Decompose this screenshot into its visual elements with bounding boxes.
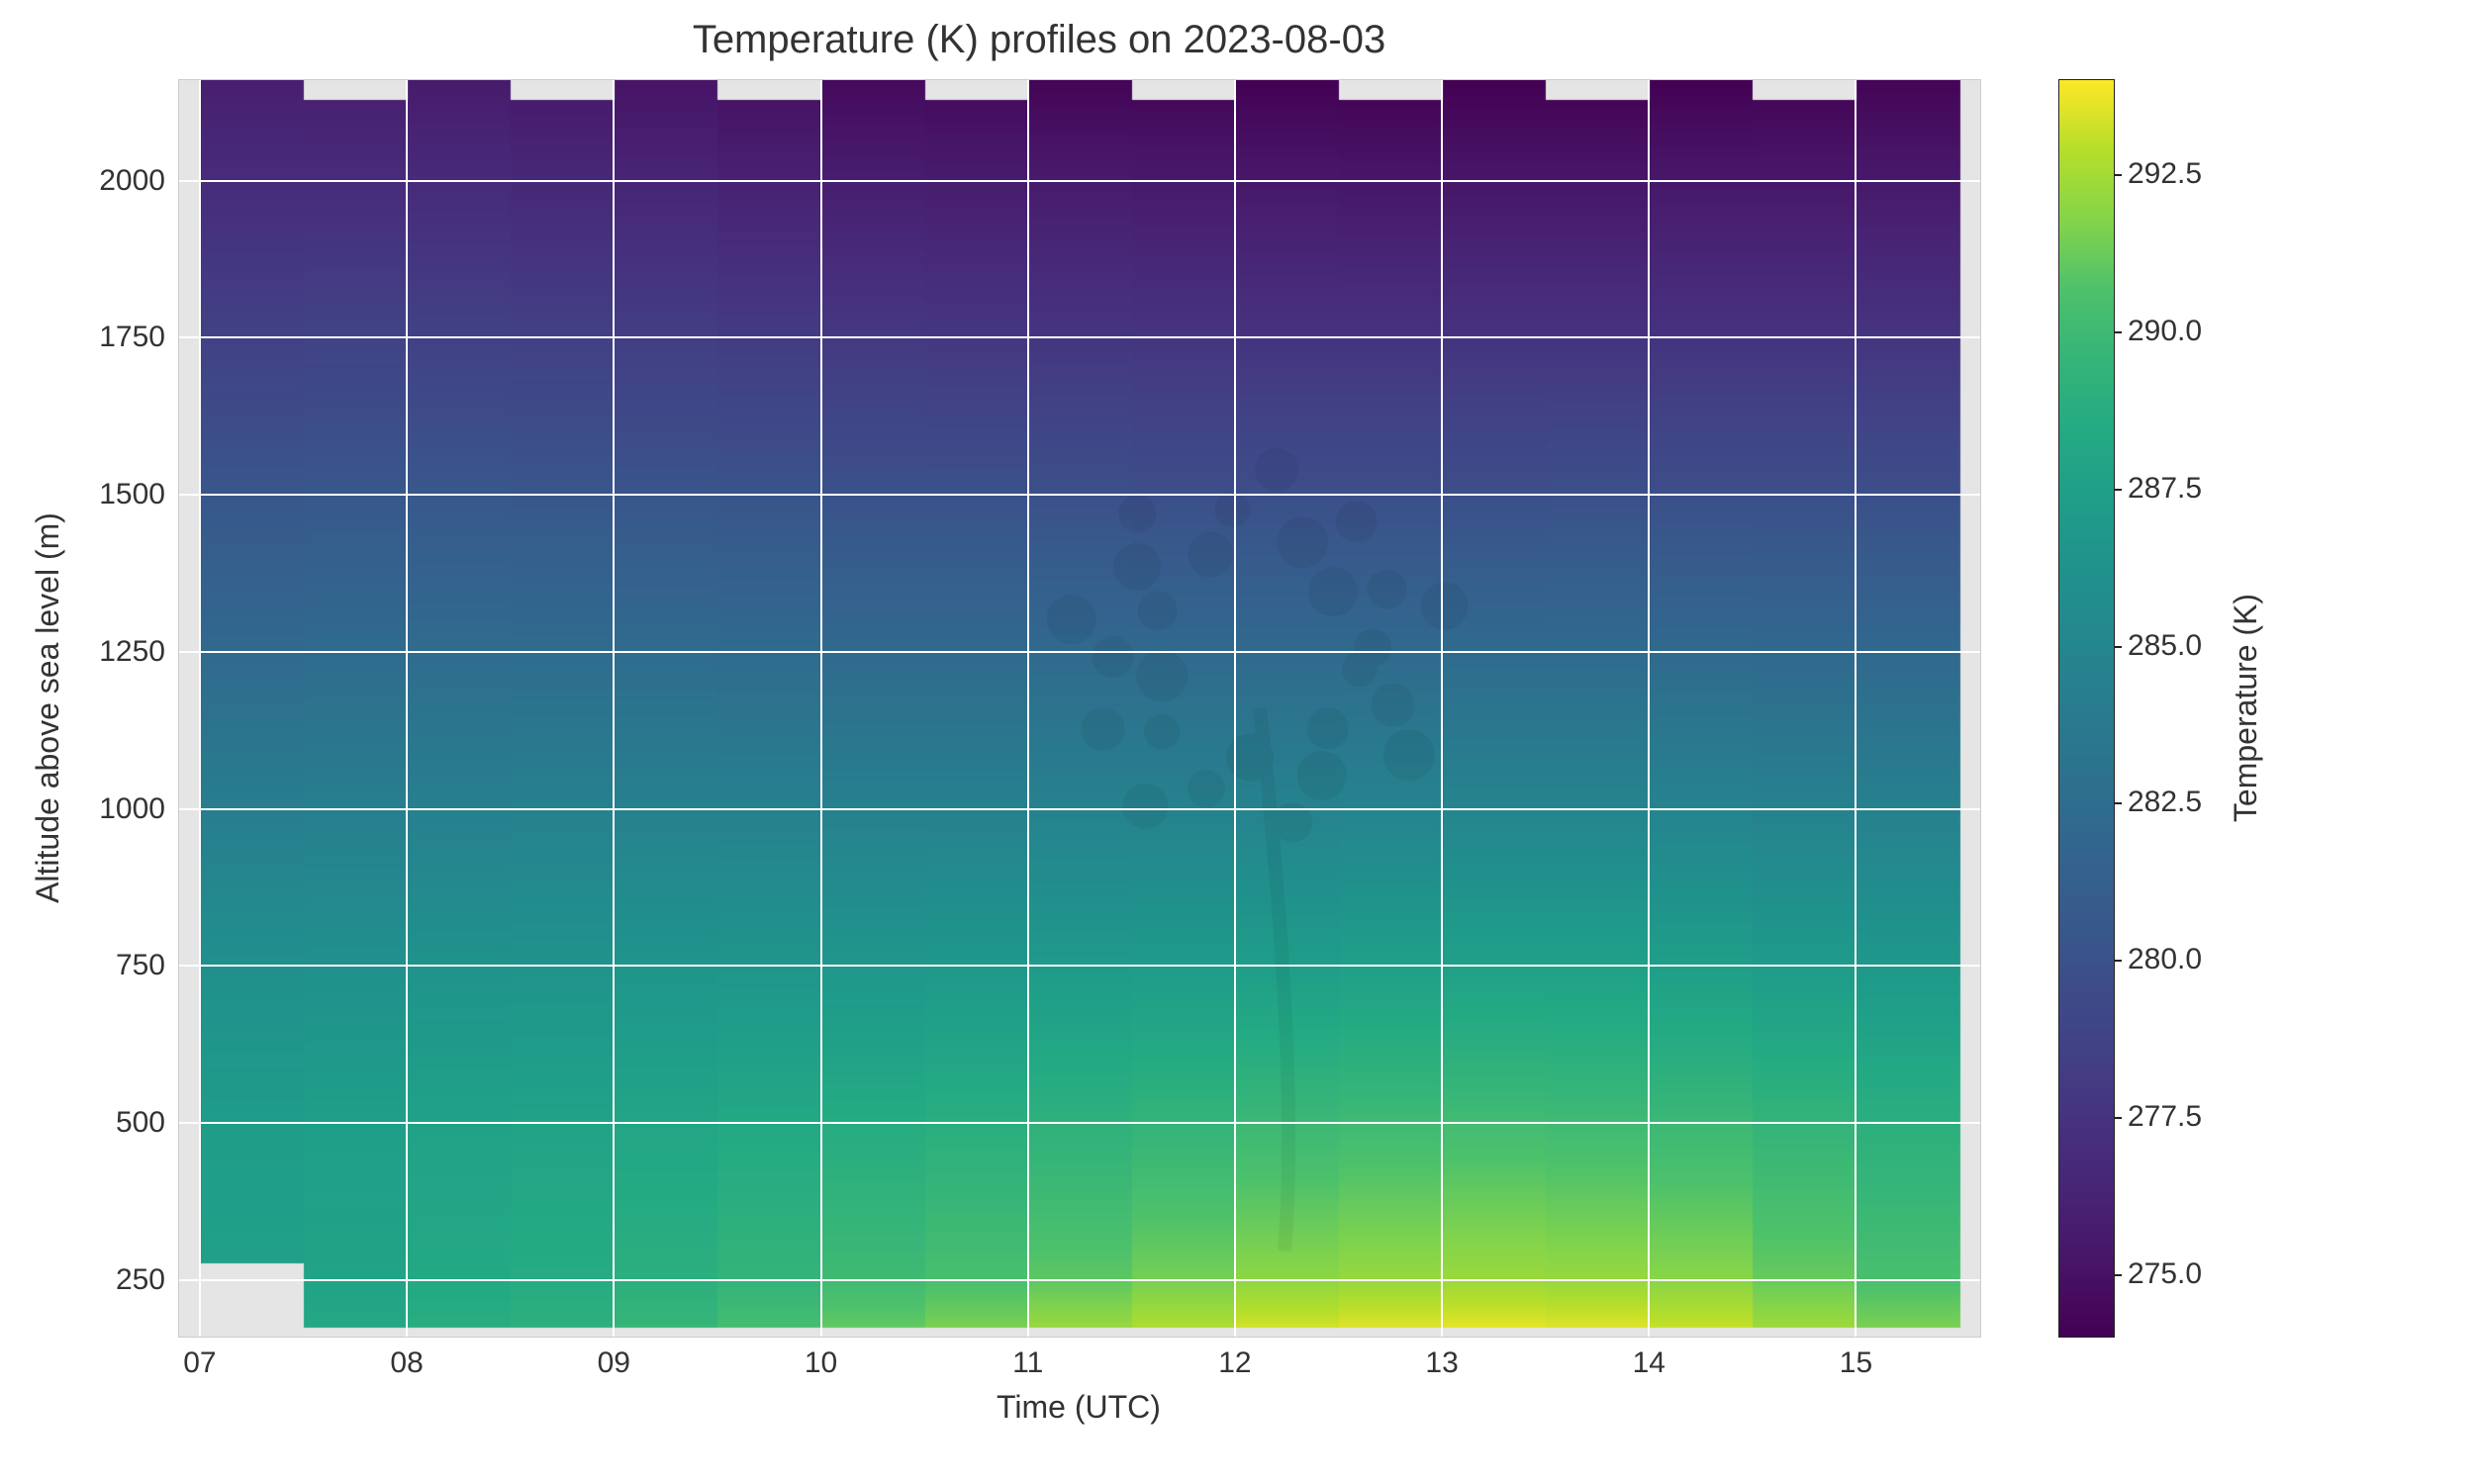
y-tick-label: 500 xyxy=(116,1106,165,1140)
colorbar-tick: 275.0 xyxy=(2114,1257,2202,1291)
gridline-v xyxy=(1234,80,1236,1337)
y-tick-label: 750 xyxy=(116,949,165,982)
x-tick-label: 15 xyxy=(1840,1346,1872,1380)
x-tick-label: 13 xyxy=(1425,1346,1458,1380)
x-tick-label: 08 xyxy=(390,1346,423,1380)
gridline-v xyxy=(1648,80,1650,1337)
gridline-v xyxy=(199,80,201,1337)
colorbar-tick: 292.5 xyxy=(2114,157,2202,191)
gridline-h xyxy=(179,808,1980,810)
figure: Temperature (K) profiles on 2023-08-03 A… xyxy=(0,0,2474,1484)
gridline-v xyxy=(613,80,615,1337)
x-tick-label: 07 xyxy=(183,1346,216,1380)
colorbar-tick: 285.0 xyxy=(2114,629,2202,663)
gridline-v xyxy=(1027,80,1029,1337)
gridline-h xyxy=(179,180,1980,182)
gridline-h xyxy=(179,1122,1980,1124)
gridline-v xyxy=(820,80,822,1337)
plot-area: 2505007501000125015001750200007080910111… xyxy=(178,79,1981,1338)
gridline-h xyxy=(179,1279,1980,1281)
colorbar-tick: 282.5 xyxy=(2114,786,2202,819)
x-tick-label: 11 xyxy=(1012,1346,1043,1380)
x-tick-label: 14 xyxy=(1633,1346,1665,1380)
colorbar-label-text: Temperature (K) xyxy=(2229,593,2265,821)
gridline-h xyxy=(179,494,1980,496)
gridline-h xyxy=(179,336,1980,338)
y-tick-label: 1500 xyxy=(99,478,165,511)
colorbar-canvas xyxy=(2059,80,2114,1337)
colorbar-tick: 280.0 xyxy=(2114,943,2202,976)
colorbar: 275.0277.5280.0282.5285.0287.5290.0292.5 xyxy=(2058,79,2115,1338)
y-tick-label: 1750 xyxy=(99,321,165,354)
y-tick-label: 1250 xyxy=(99,635,165,669)
gridline-v xyxy=(406,80,408,1337)
gridline-h xyxy=(179,651,1980,653)
y-tick-label: 2000 xyxy=(99,164,165,198)
gridline-h xyxy=(179,965,1980,967)
colorbar-label: Temperature (K) xyxy=(2227,79,2266,1336)
gridline-v xyxy=(1441,80,1443,1337)
x-tick-label: 09 xyxy=(598,1346,630,1380)
colorbar-tick: 277.5 xyxy=(2114,1100,2202,1134)
chart-title: Temperature (K) profiles on 2023-08-03 xyxy=(0,18,2078,62)
heatmap-canvas xyxy=(179,80,1980,1337)
x-tick-label: 10 xyxy=(805,1346,837,1380)
y-axis-label-text: Altitude above sea level (m) xyxy=(30,512,66,903)
gridline-v xyxy=(1855,80,1856,1337)
x-tick-label: 12 xyxy=(1218,1346,1251,1380)
y-tick-label: 250 xyxy=(116,1263,165,1297)
colorbar-tick: 290.0 xyxy=(2114,315,2202,348)
y-tick-label: 1000 xyxy=(99,792,165,826)
colorbar-tick: 287.5 xyxy=(2114,472,2202,506)
x-axis-label: Time (UTC) xyxy=(178,1389,1979,1426)
y-axis-label: Altitude above sea level (m) xyxy=(28,79,67,1336)
